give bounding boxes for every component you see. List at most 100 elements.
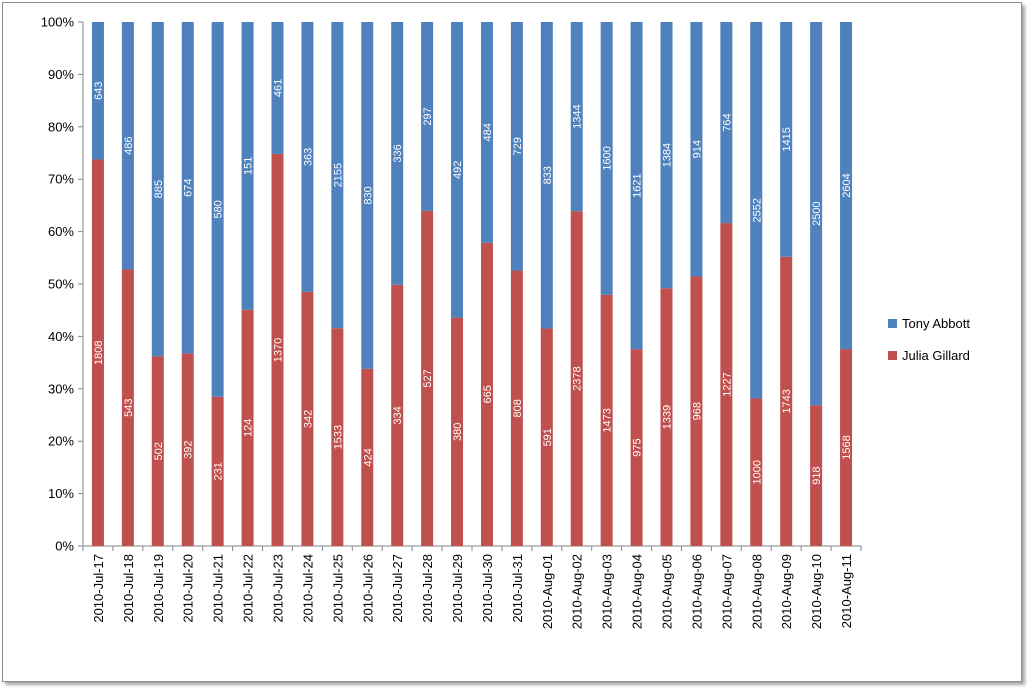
bar-julia-gillard [211,396,224,546]
data-label-julia-gillard: 342 [302,410,314,428]
data-label-julia-gillard: 380 [452,423,464,441]
data-label-julia-gillard: 1568 [841,435,853,459]
bar-tony-abbott [660,22,673,289]
bar-tony-abbott [241,22,254,310]
data-label-julia-gillard: 1808 [93,340,105,364]
x-tick-label: 2010-Aug-11 [839,554,854,628]
bar-tony-abbott [121,22,134,270]
data-label-tony-abbott: 1600 [602,146,614,170]
data-label-julia-gillard: 231 [213,462,225,480]
data-label-tony-abbott: 914 [691,140,703,158]
data-label-tony-abbott: 363 [302,148,314,166]
data-label-julia-gillard: 424 [362,448,374,466]
bar-julia-gillard [750,398,763,546]
bar-julia-gillard [331,328,344,546]
bar-tony-abbott [421,22,434,211]
x-tick-label: 2010-Aug-01 [540,554,555,629]
bar-julia-gillard [600,294,613,546]
x-tick-label: 2010-Aug-06 [689,554,704,629]
bar-julia-gillard [151,356,164,546]
legend-label: Tony Abbott [902,316,970,331]
x-tick-label: 2010-Jul-26 [360,554,375,623]
data-label-julia-gillard: 808 [512,399,524,417]
data-label-julia-gillard: 1533 [332,425,344,449]
bar-tony-abbott [91,22,104,160]
x-tick-label: 2010-Aug-04 [630,554,645,629]
bar-julia-gillard [540,328,553,546]
y-tick-label: 20% [48,434,74,449]
y-tick-label: 70% [48,172,74,187]
data-label-tony-abbott: 492 [452,161,464,179]
bar-julia-gillard [720,223,733,547]
bar-tony-abbott [810,22,823,406]
bar-julia-gillard [780,256,793,546]
bar-tony-abbott [391,22,404,285]
data-label-tony-abbott: 2604 [841,173,853,197]
data-label-tony-abbott: 1384 [662,143,674,167]
data-label-tony-abbott: 885 [153,180,165,198]
data-label-tony-abbott: 830 [362,186,374,204]
bar-julia-gillard [570,211,583,546]
x-tick-label: 2010-Aug-07 [719,554,734,629]
data-label-tony-abbott: 461 [273,79,285,97]
data-label-tony-abbott: 729 [512,137,524,155]
x-tick-label: 2010-Jul-17 [91,554,106,623]
data-label-julia-gillard: 1473 [602,408,614,432]
y-tick-label: 90% [48,67,74,82]
data-label-tony-abbott: 336 [392,144,404,162]
bar-julia-gillard [391,284,404,546]
y-tick-label: 60% [48,224,74,239]
bar-julia-gillard [421,210,434,546]
bar-tony-abbott [451,22,464,318]
data-label-julia-gillard: 1000 [751,460,763,484]
bar-tony-abbott [750,22,763,399]
bar-julia-gillard [91,159,104,546]
bar-julia-gillard [480,242,493,546]
bar-tony-abbott [510,22,523,271]
data-label-julia-gillard: 392 [183,440,195,458]
data-label-julia-gillard: 543 [123,399,135,417]
data-label-tony-abbott: 486 [123,137,135,155]
x-tick-label: 2010-Jul-31 [510,554,525,623]
data-label-julia-gillard: 918 [811,466,823,484]
bar-julia-gillard [840,349,853,546]
bar-tony-abbott [630,22,643,350]
data-label-tony-abbott: 1344 [572,104,584,128]
x-tick-label: 2010-Jul-30 [480,554,495,623]
y-tick-label: 50% [48,277,74,292]
data-label-julia-gillard: 591 [542,428,554,446]
x-tick-label: 2010-Jul-21 [211,554,226,623]
bar-julia-gillard [181,353,194,546]
bar-julia-gillard [241,309,254,546]
bar-tony-abbott [540,22,553,329]
x-tick-label: 2010-Jul-20 [181,554,196,623]
x-tick-label: 2010-Jul-24 [300,554,315,623]
legend-swatch [888,351,897,360]
bar-julia-gillard [810,405,823,546]
bar-julia-gillard [630,349,643,546]
data-label-tony-abbott: 1415 [781,127,793,151]
bar-tony-abbott [361,22,374,369]
data-label-julia-gillard: 1227 [721,372,733,396]
x-tick-label: 2010-Jul-22 [241,554,256,623]
x-tick-label: 2010-Aug-05 [660,554,675,629]
bar-tony-abbott [840,22,853,350]
x-tick-label: 2010-Jul-25 [330,554,345,623]
y-tick-label: 100% [41,15,75,30]
x-tick-label: 2010-Jul-28 [420,554,435,623]
bar-tony-abbott [181,22,194,354]
data-label-tony-abbott: 151 [243,157,255,175]
legend-swatch [888,319,897,328]
data-label-julia-gillard: 968 [691,402,703,420]
y-tick-label: 30% [48,381,74,396]
bar-tony-abbott [301,22,314,292]
bar-tony-abbott [331,22,344,329]
y-tick-label: 80% [48,119,74,134]
x-tick-label: 2010-Jul-19 [151,554,166,623]
data-label-julia-gillard: 665 [482,385,494,403]
bar-julia-gillard [660,288,673,546]
y-tick-label: 0% [55,539,74,554]
bar-tony-abbott [570,22,583,212]
data-label-julia-gillard: 1339 [662,405,674,429]
bar-tony-abbott [720,22,733,224]
